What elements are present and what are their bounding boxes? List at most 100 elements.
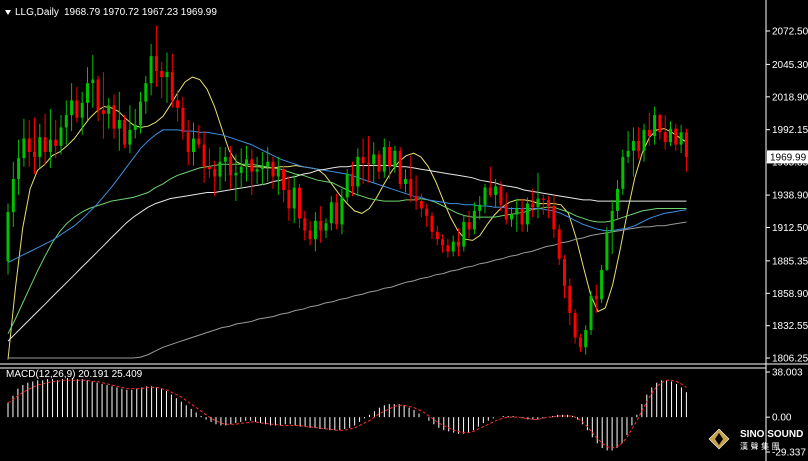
candle	[504, 192, 508, 225]
price-axis-labels: 2072.502045.302018.901992.151965.851938.…	[766, 27, 808, 365]
candle	[388, 140, 392, 179]
candle	[446, 239, 450, 258]
candle-body	[6, 212, 10, 262]
candle-body	[117, 120, 121, 129]
candle-body	[584, 330, 588, 348]
candle-body	[483, 187, 487, 205]
candle-body	[610, 210, 614, 232]
candle	[584, 325, 588, 355]
candle	[393, 145, 397, 173]
candle-body	[366, 163, 370, 165]
candle	[594, 284, 598, 313]
candle-body	[478, 204, 482, 211]
candle-body	[123, 120, 127, 145]
candle-body	[547, 199, 551, 207]
candle-body	[388, 147, 392, 167]
price-tick-label: 2072.50	[772, 27, 808, 38]
candle	[197, 124, 201, 149]
candle-body	[361, 156, 365, 164]
candle-body	[414, 196, 418, 202]
candle-body	[107, 105, 111, 114]
candle	[112, 94, 116, 139]
candle	[239, 148, 243, 189]
candle-body	[64, 115, 68, 128]
candle	[494, 178, 498, 208]
candle-body	[457, 241, 460, 247]
candle-body	[303, 218, 307, 231]
candle-body	[48, 139, 52, 152]
candle	[663, 115, 667, 150]
candle-body	[154, 56, 158, 71]
price-tick-label: 1938.90	[772, 191, 808, 202]
watermark-text: SINO SOUND	[740, 429, 803, 440]
candle-body	[340, 197, 344, 225]
current-price-label: 1969.99	[770, 152, 807, 163]
symbol-label: LLG,Daily	[15, 7, 59, 18]
macd-panel[interactable]	[7, 377, 687, 451]
candle	[430, 212, 434, 240]
chevron-down-icon[interactable]	[5, 10, 11, 15]
macd-title: MACD(12,26,9) 20.191 25.409	[6, 369, 143, 380]
candle-body	[112, 105, 116, 129]
candle	[59, 115, 63, 155]
candle-body	[499, 186, 503, 205]
candle-body	[128, 129, 132, 145]
candle-body	[319, 220, 323, 231]
candle	[176, 90, 180, 122]
candle-body	[594, 295, 598, 300]
candle-body	[202, 144, 206, 167]
candle	[478, 196, 482, 220]
candle	[488, 166, 492, 198]
ma-line-white	[7, 165, 687, 342]
candle	[610, 199, 614, 254]
candle-body	[234, 172, 238, 176]
candle	[139, 91, 142, 134]
candle-body	[165, 72, 169, 78]
candle	[218, 147, 222, 191]
candle-body	[133, 124, 137, 130]
candle	[536, 172, 540, 219]
candle-body	[637, 140, 641, 151]
candle	[313, 212, 317, 252]
candle-body	[520, 208, 524, 225]
price-panel[interactable]	[6, 25, 688, 360]
candle	[605, 226, 609, 272]
price-tick-label: 1885.35	[772, 256, 808, 267]
candle	[684, 128, 688, 172]
candle	[192, 122, 195, 166]
candle-body	[398, 150, 402, 184]
candle	[351, 161, 354, 197]
candle-body	[541, 198, 545, 200]
candle	[70, 83, 74, 132]
candle	[631, 127, 635, 177]
candle-body	[621, 156, 625, 189]
candle	[398, 147, 402, 189]
candle	[441, 234, 445, 253]
candle-body	[510, 214, 513, 220]
moving-average-layer	[7, 76, 687, 360]
candle-body	[207, 166, 211, 170]
candle	[170, 53, 174, 108]
candle-body	[70, 100, 74, 116]
candle	[234, 154, 238, 202]
candle-body	[600, 269, 604, 300]
candle	[33, 117, 36, 175]
candle	[245, 145, 248, 182]
candle-body	[213, 169, 217, 177]
candle-body	[425, 208, 429, 216]
candle	[472, 202, 476, 235]
candle	[123, 115, 127, 149]
macd-tick-label: 0.00	[772, 413, 792, 424]
candle	[414, 175, 418, 210]
candle-body	[647, 129, 651, 137]
candle	[345, 169, 349, 203]
candle	[483, 183, 487, 214]
candle-body	[504, 204, 508, 220]
candle-body	[435, 231, 439, 240]
candle	[637, 127, 641, 160]
candle	[11, 161, 15, 227]
candle	[250, 149, 254, 195]
candle	[404, 169, 407, 193]
